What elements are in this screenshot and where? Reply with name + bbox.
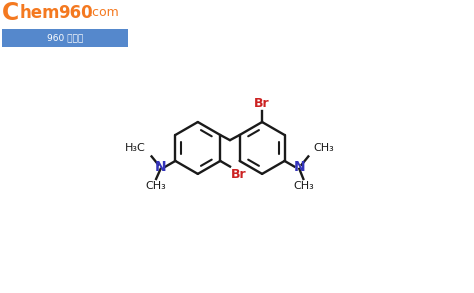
Text: Br: Br xyxy=(254,97,270,110)
Text: 960 化工网: 960 化工网 xyxy=(47,33,83,42)
Text: .com: .com xyxy=(89,6,120,19)
Text: N: N xyxy=(293,160,305,173)
Text: H₃C: H₃C xyxy=(125,143,145,153)
Text: Br: Br xyxy=(231,168,247,181)
Text: C: C xyxy=(2,1,19,25)
Text: CH₃: CH₃ xyxy=(293,181,314,191)
Bar xyxy=(2,29,128,47)
Text: N: N xyxy=(155,160,166,173)
Text: CH₃: CH₃ xyxy=(313,143,334,153)
Text: CH₃: CH₃ xyxy=(146,181,166,191)
Text: hem: hem xyxy=(19,4,60,22)
Text: 960: 960 xyxy=(58,4,92,22)
